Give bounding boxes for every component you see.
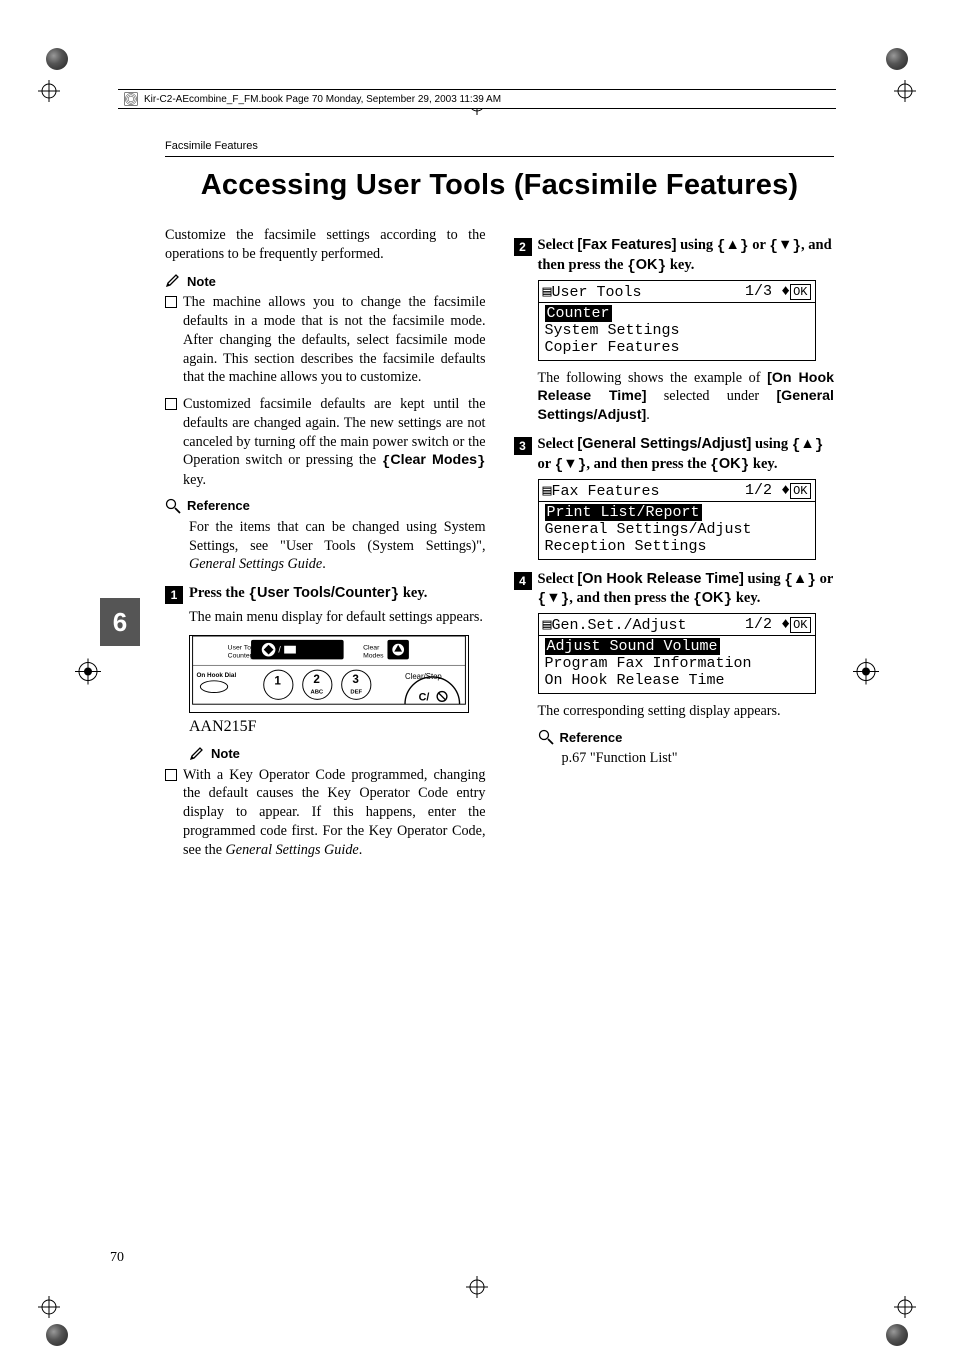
step-number-icon: 3 bbox=[514, 437, 532, 455]
corner-dot bbox=[886, 1324, 908, 1346]
target-icon bbox=[75, 659, 101, 690]
page-content: 6 70 Facsimile Features Accessing User T… bbox=[165, 140, 834, 1248]
step-follow: The corresponding setting display appear… bbox=[514, 702, 835, 721]
reference-heading: Reference bbox=[514, 729, 835, 745]
reference-label: Reference bbox=[187, 498, 250, 513]
book-icon bbox=[124, 92, 138, 106]
svg-text:Clear: Clear bbox=[363, 644, 380, 651]
step-number-icon: 2 bbox=[514, 238, 532, 256]
magnifier-icon bbox=[165, 498, 181, 514]
pencil-icon bbox=[165, 273, 181, 289]
reference-heading: Reference bbox=[165, 498, 486, 514]
note-heading: Note bbox=[165, 273, 486, 289]
corner-dot bbox=[46, 48, 68, 70]
step-text: Select [Fax Features] using {▲} or {▼}, … bbox=[538, 236, 835, 276]
note-heading: Note bbox=[165, 746, 486, 762]
svg-text:C/: C/ bbox=[419, 691, 430, 703]
corner-dot bbox=[46, 1324, 68, 1346]
page-number: 70 bbox=[110, 1250, 124, 1266]
reference-body: For the items that can be changed using … bbox=[165, 518, 486, 574]
control-panel-illustration: User Tools/ Counter / Clear Modes bbox=[165, 635, 486, 736]
pencil-icon bbox=[189, 746, 205, 762]
target-icon bbox=[853, 659, 879, 690]
step-follow: The following shows the example of [On H… bbox=[514, 369, 835, 425]
note-label: Note bbox=[187, 274, 216, 289]
lcd-screenshot: ▤Gen.Set./Adjust 1/2 ♦OK Adjust Sound Vo… bbox=[538, 613, 816, 694]
lcd-screenshot: ▤Fax Features 1/2 ♦OK Print List/Report … bbox=[538, 479, 816, 560]
corner-dot bbox=[886, 48, 908, 70]
section-label: Facsimile Features bbox=[165, 140, 834, 157]
running-header: Kir-C2-AEcombine_F_FM.book Page 70 Monda… bbox=[118, 89, 836, 109]
svg-text:On Hook Dial: On Hook Dial bbox=[196, 672, 236, 679]
registration-mark bbox=[38, 80, 60, 102]
magnifier-icon bbox=[538, 729, 554, 745]
svg-text:DEF: DEF bbox=[350, 689, 362, 695]
right-column: 2 Select [Fax Features] using {▲} or {▼}… bbox=[514, 226, 835, 867]
svg-text:2: 2 bbox=[313, 673, 320, 686]
note-label: Note bbox=[211, 746, 240, 761]
left-column: Customize the facsimile settings accordi… bbox=[165, 226, 486, 867]
svg-text:Counter: Counter bbox=[228, 652, 253, 659]
reference-body: p.67 "Function List" bbox=[514, 749, 835, 768]
step-number-icon: 1 bbox=[165, 586, 183, 604]
registration-mark bbox=[894, 80, 916, 102]
step-1: 1 Press the {User Tools/Counter} key. bbox=[165, 584, 486, 604]
step-3: 3 Select [General Settings/Adjust] using… bbox=[514, 435, 835, 475]
registration-mark bbox=[894, 1296, 916, 1318]
step-follow: The main menu display for default settin… bbox=[165, 608, 486, 627]
svg-text:User Tools/: User Tools/ bbox=[228, 644, 262, 651]
step-4: 4 Select [On Hook Release Time] using {▲… bbox=[514, 570, 835, 610]
note-item: The machine allows you to change the fac… bbox=[165, 293, 486, 387]
step-text: Press the {User Tools/Counter} key. bbox=[189, 584, 427, 604]
step-number-icon: 4 bbox=[514, 572, 532, 590]
note-item: With a Key Operator Code programmed, cha… bbox=[165, 766, 486, 860]
intro-paragraph: Customize the facsimile settings accordi… bbox=[165, 226, 486, 263]
page-title: Accessing User Tools (Facsimile Features… bbox=[165, 169, 834, 202]
svg-text:Modes: Modes bbox=[363, 652, 384, 659]
illustration-caption: AAN215F bbox=[189, 718, 486, 736]
step-2: 2 Select [Fax Features] using {▲} or {▼}… bbox=[514, 236, 835, 276]
svg-text:ABC: ABC bbox=[310, 689, 323, 695]
svg-text:Clear/Stop: Clear/Stop bbox=[405, 672, 442, 681]
crosshair-icon bbox=[466, 1276, 488, 1303]
running-header-text: Kir-C2-AEcombine_F_FM.book Page 70 Monda… bbox=[144, 94, 501, 105]
registration-mark bbox=[38, 1296, 60, 1318]
reference-label: Reference bbox=[560, 730, 623, 745]
lcd-screenshot: ▤User Tools 1/3 ♦OK Counter System Setti… bbox=[538, 280, 816, 361]
svg-text:3: 3 bbox=[352, 673, 359, 686]
step-text: Select [On Hook Release Time] using {▲} … bbox=[538, 570, 835, 610]
chapter-tab: 6 bbox=[100, 598, 140, 646]
note-item: Customized facsimile defaults are kept u… bbox=[165, 395, 486, 490]
svg-text:1: 1 bbox=[274, 674, 281, 687]
step-text: Select [General Settings/Adjust] using {… bbox=[538, 435, 835, 475]
